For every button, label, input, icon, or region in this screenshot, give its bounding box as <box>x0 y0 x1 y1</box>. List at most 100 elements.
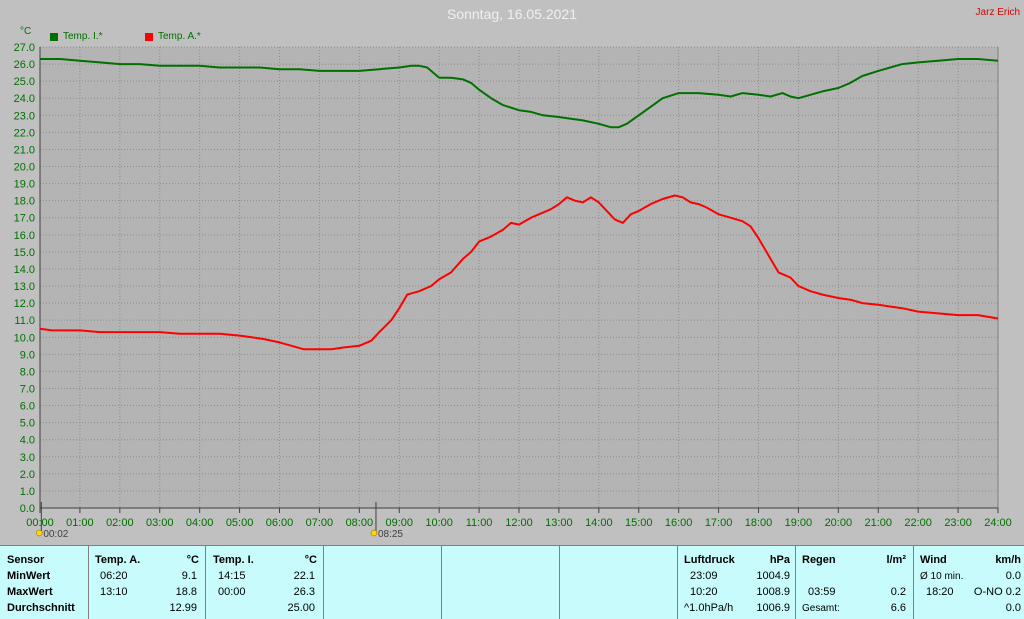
legend-swatch-temp-inside <box>50 32 58 41</box>
sun-icon <box>36 529 43 537</box>
chart-title: Sonntag, 16.05.2021 <box>446 6 577 22</box>
temp-outside-avg-value: 12.99 <box>169 602 197 614</box>
column-divider <box>323 546 324 619</box>
x-tick-label: 18:00 <box>745 517 773 529</box>
rain-value: 0.2 <box>890 586 906 598</box>
x-tick-label: 07:00 <box>306 517 334 529</box>
x-tick-label: 20:00 <box>825 517 853 529</box>
grid-lines <box>39 46 999 509</box>
x-tick-label: 06:00 <box>266 517 294 529</box>
temp-outside-min-time: 06:20 <box>100 570 128 582</box>
legend-label-temp-inside: Temp. I.* <box>63 31 103 42</box>
y-tick-label: 22.0 <box>14 127 35 139</box>
wind-avg-value: 0.0 <box>1005 570 1021 582</box>
temperature-chart: 0.0 1.0 2.0 3.0 4.0 5.0 6.0 7.0 8.0 9.0 10.0 11.0 12… <box>14 42 1012 540</box>
column-divider <box>677 546 678 619</box>
x-tick-label: 22:00 <box>904 517 932 529</box>
column-divider <box>205 546 206 619</box>
temp-inside-avg-value: 25.00 <box>287 602 315 614</box>
legend-item-temp-outside: Temp. A.* <box>145 31 201 42</box>
y-tick-label: 25.0 <box>14 76 35 88</box>
y-tick-label: 4.0 <box>20 435 35 447</box>
y-tick-label: 12.0 <box>14 298 35 310</box>
time-markers: 00:02 08:25 <box>36 502 403 540</box>
column-divider <box>559 546 560 619</box>
y-tick-label: 7.0 <box>20 383 35 395</box>
pressure-header: Luftdruck <box>684 554 735 566</box>
column-divider <box>88 546 89 619</box>
sensor-header: Sensor <box>7 554 45 566</box>
pressure-trend-label: ^1.0hPa/h <box>684 602 734 614</box>
rain-total-label: Gesamt: <box>802 603 840 614</box>
rain-time: 03:59 <box>808 586 836 598</box>
y-tick-label: 21.0 <box>14 144 35 156</box>
temp-inside-unit: °C <box>304 554 317 566</box>
y-tick-label: 10.0 <box>14 332 35 344</box>
wind-unit: km/h <box>995 554 1021 566</box>
temp-inside-header: Temp. I. <box>213 554 254 566</box>
x-tick-label: 05:00 <box>226 517 254 529</box>
y-tick-label: 23.0 <box>14 110 35 122</box>
x-tick-label: 04:00 <box>186 517 214 529</box>
x-tick-label: 14:00 <box>585 517 613 529</box>
y-tick-label: 1.0 <box>20 486 35 498</box>
temp-inside-min-time: 14:15 <box>218 570 246 582</box>
series-line-temp-outside <box>39 194 999 351</box>
x-tick-label: 02:00 <box>106 517 134 529</box>
wind-avg-label: Ø 10 min. <box>920 571 964 582</box>
temp-outside-unit: °C <box>186 554 199 566</box>
y-tick-label: 9.0 <box>20 349 35 361</box>
wind-max-value: O-NO 0.2 <box>973 586 1021 598</box>
y-tick-label: 5.0 <box>20 418 35 430</box>
x-tick-label: 01:00 <box>66 517 94 529</box>
x-tick-label: 21:00 <box>864 517 892 529</box>
x-tick-label: 13:00 <box>545 517 573 529</box>
legend-label-temp-outside: Temp. A.* <box>158 31 201 42</box>
y-tick-label: 0.0 <box>20 503 35 515</box>
statistics-panel: Sensor MinWert MaxWert Durchschnitt Temp… <box>0 545 1024 619</box>
pressure-max-time: 10:20 <box>690 586 718 598</box>
y-tick-label: 11.0 <box>14 315 35 327</box>
temp-outside-header: Temp. A. <box>95 554 141 566</box>
y-unit-label: °C <box>20 26 32 37</box>
axes: 0.0 1.0 2.0 3.0 4.0 5.0 6.0 7.0 8.0 9.0 10.0 11.0 12… <box>14 42 1012 529</box>
temp-outside-max-value: 18.8 <box>175 586 197 598</box>
temp-inside-max-value: 26.3 <box>293 586 315 598</box>
y-tick-label: 16.0 <box>14 230 35 242</box>
y-tick-label: 17.0 <box>14 213 35 225</box>
marker-label: 00:02 <box>43 529 68 540</box>
pressure-trend-value: 1006.9 <box>756 602 790 614</box>
y-tick-label: 14.0 <box>14 264 35 276</box>
y-tick-label: 3.0 <box>20 452 35 464</box>
x-tick-label: 12:00 <box>505 517 533 529</box>
column-divider <box>913 546 914 619</box>
sun-icon <box>370 529 378 537</box>
author-label: Jarz Erich <box>975 7 1020 18</box>
max-row-label: MaxWert <box>7 586 53 598</box>
y-tick-label: 18.0 <box>14 196 35 208</box>
rain-total-value: 6.6 <box>890 602 906 614</box>
temp-inside-min-value: 22.1 <box>293 570 315 582</box>
y-tick-label: 19.0 <box>14 179 35 191</box>
x-tick-label: 09:00 <box>385 517 413 529</box>
x-tick-label: 00:00 <box>26 517 54 529</box>
y-tick-label: 13.0 <box>14 281 35 293</box>
wind-header: Wind <box>920 554 947 566</box>
x-tick-label: 19:00 <box>785 517 813 529</box>
y-tick-label: 24.0 <box>14 93 35 105</box>
pressure-max-value: 1008.9 <box>756 586 790 598</box>
x-tick-label: 16:00 <box>665 517 693 529</box>
x-tick-label: 11:00 <box>466 517 493 529</box>
avg-row-label: Durchschnitt <box>7 602 75 614</box>
y-tick-label: 20.0 <box>14 162 35 174</box>
pressure-min-time: 23:09 <box>690 570 718 582</box>
y-tick-label: 2.0 <box>20 469 35 481</box>
y-tick-label: 15.0 <box>14 247 35 259</box>
temp-outside-max-time: 13:10 <box>100 586 128 598</box>
y-tick-label: 26.0 <box>14 59 35 71</box>
series-lines <box>39 58 999 351</box>
legend-swatch-temp-outside <box>145 32 153 41</box>
y-tick-label: 27.0 <box>14 42 35 54</box>
wind-extra-value: 0.0 <box>1005 602 1021 614</box>
x-tick-label: 15:00 <box>625 517 653 529</box>
